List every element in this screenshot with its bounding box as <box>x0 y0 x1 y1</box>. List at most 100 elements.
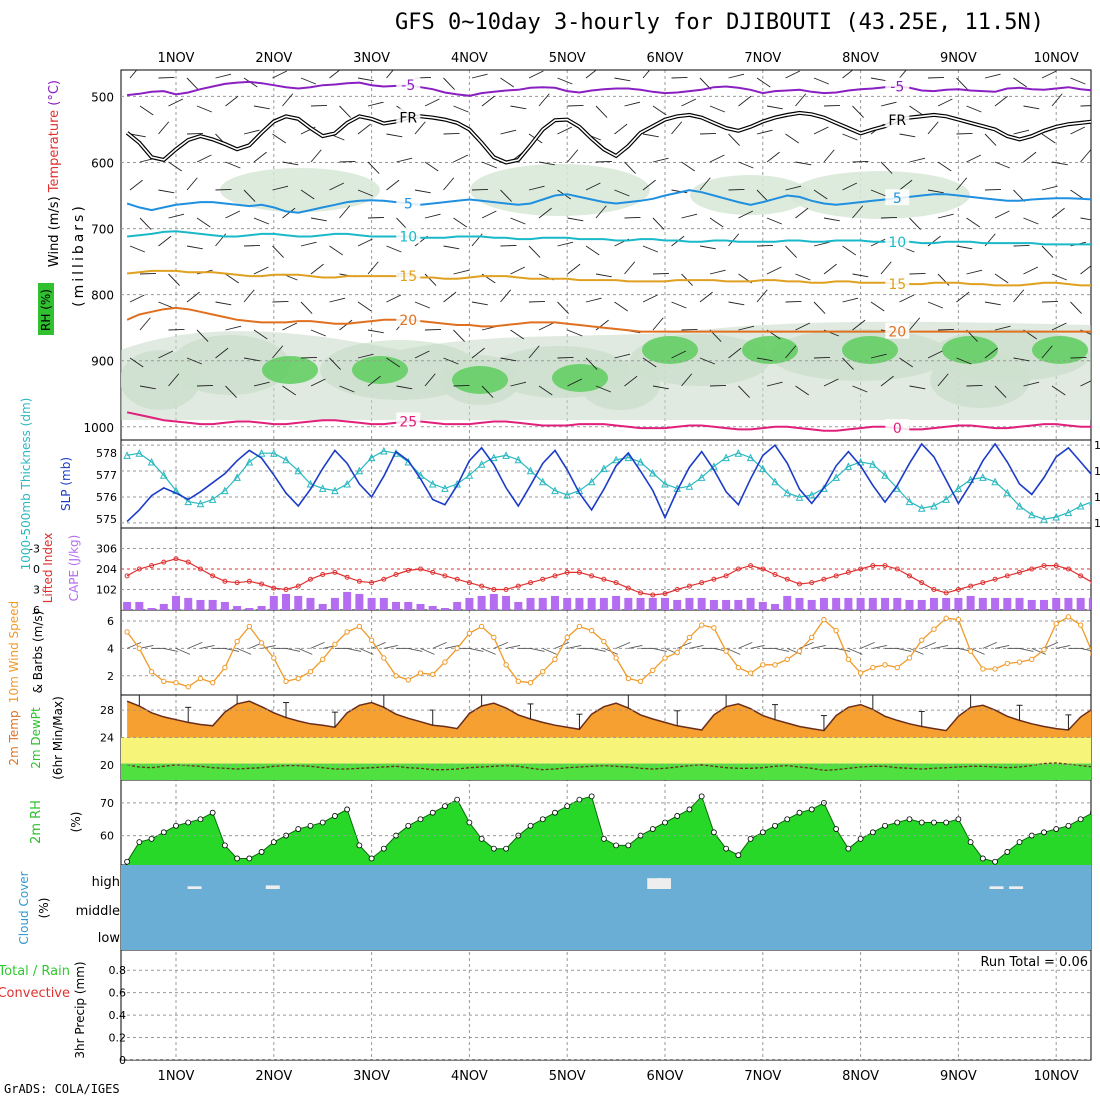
lifted-index-point <box>650 592 656 598</box>
rh-point <box>1065 822 1072 829</box>
wind-barb <box>243 289 255 303</box>
lifted-index-point <box>528 580 534 586</box>
surface-wind-barb <box>567 644 582 649</box>
wind-speed-point <box>980 666 986 672</box>
wind-barb <box>443 77 455 90</box>
thickness-point <box>979 473 987 481</box>
cape-bar <box>147 607 156 610</box>
wind-barb <box>1080 217 1091 221</box>
lifted-index-point <box>442 573 448 579</box>
li-tick: 6 <box>33 604 40 617</box>
lifted-index-point <box>674 587 680 592</box>
thickness-point <box>221 486 229 495</box>
wind-barb <box>567 217 584 222</box>
wind-barb <box>139 272 157 275</box>
wind-barb <box>129 357 144 368</box>
wind-barb <box>1041 185 1058 191</box>
wind-barb <box>367 375 381 387</box>
lifted-index-point <box>1004 573 1010 579</box>
pressure-tick: 800 <box>91 289 114 303</box>
cape-bar <box>661 597 669 610</box>
wind-barb <box>282 385 297 396</box>
wind-barb <box>595 319 609 331</box>
contour-label: -5 <box>890 80 904 96</box>
rh-point <box>1004 849 1011 855</box>
wind-barb <box>1080 149 1091 163</box>
wind-barb <box>585 297 602 303</box>
wind-barb <box>158 189 175 194</box>
lifted-index-point <box>381 576 387 582</box>
wind-barb <box>738 95 752 107</box>
wind-barb <box>909 385 926 390</box>
humidity-area <box>690 175 810 215</box>
surface-wind-barb <box>505 644 521 649</box>
wind-barb <box>357 77 374 82</box>
wind-barb <box>567 149 579 163</box>
lifted-index-point <box>430 569 436 575</box>
wind-barb <box>453 105 469 113</box>
wind-barb <box>282 93 294 107</box>
wind-barb <box>186 245 203 250</box>
lifted-index-point <box>161 559 167 565</box>
wind-barb <box>595 273 612 278</box>
wind-barb <box>994 95 1008 107</box>
wind-barb <box>614 77 631 82</box>
pressure-tick: 500 <box>91 90 114 104</box>
wind-barb <box>785 185 802 191</box>
wind-barb <box>614 353 631 359</box>
wind-barb <box>272 345 284 359</box>
lifted-index-point <box>1053 563 1059 569</box>
contour-label-bg <box>885 111 910 128</box>
thickness-point <box>807 490 816 499</box>
lifted-index-point <box>980 580 986 586</box>
thickness-point <box>954 484 963 492</box>
wind-barb <box>1070 301 1082 314</box>
thickness-point <box>917 504 926 512</box>
surface-wind-barb <box>836 647 851 652</box>
cape-bar <box>881 597 890 610</box>
wind-barb <box>386 133 403 138</box>
wind-barb <box>813 189 828 200</box>
contour-label-bg <box>885 232 910 249</box>
wind-barb <box>927 235 941 247</box>
contour-label-bg <box>396 227 421 244</box>
wind-speed-point <box>833 627 839 634</box>
wind-barb <box>386 245 402 253</box>
wind-speed-point <box>637 678 644 684</box>
wind-barb <box>129 179 143 191</box>
wind-barb <box>215 347 229 359</box>
lifted-index-point <box>882 563 888 569</box>
day-label-top: 4NOV <box>451 51 488 66</box>
contour-label-bg <box>396 194 421 211</box>
wind-barb <box>585 70 597 79</box>
day-label-top: 5NOV <box>549 51 586 66</box>
day-label-bottom: 7NOV <box>744 1069 781 1084</box>
lifted-index-point <box>735 566 741 572</box>
surface-wind-barb <box>1093 648 1100 654</box>
thickness-point <box>196 499 205 508</box>
thickness-point <box>123 451 131 459</box>
wind-barb <box>795 93 807 107</box>
wind-barb <box>899 294 915 303</box>
wind-barb <box>652 385 669 390</box>
wind-speed-line <box>126 616 1091 688</box>
wind-barb <box>396 157 413 163</box>
wind-barb <box>528 245 541 258</box>
lifted-index-point <box>833 573 839 579</box>
wind-barb <box>956 132 973 135</box>
lifted-index-point <box>479 583 485 589</box>
wind-barb <box>956 245 973 250</box>
rh-point <box>380 845 387 852</box>
surface-wind-barb <box>408 647 423 652</box>
cape-bar <box>1076 597 1085 610</box>
cloud-level-label: high <box>92 875 120 890</box>
cape-bar <box>257 605 266 610</box>
rh-point <box>747 835 754 842</box>
wind-barb <box>443 245 460 250</box>
cape-bar <box>1052 597 1061 610</box>
wind-barb <box>642 179 656 191</box>
wind-barb <box>785 70 801 79</box>
cape-bar <box>746 597 755 610</box>
wind-speed-point <box>784 656 790 663</box>
cape-bar <box>1088 597 1091 610</box>
